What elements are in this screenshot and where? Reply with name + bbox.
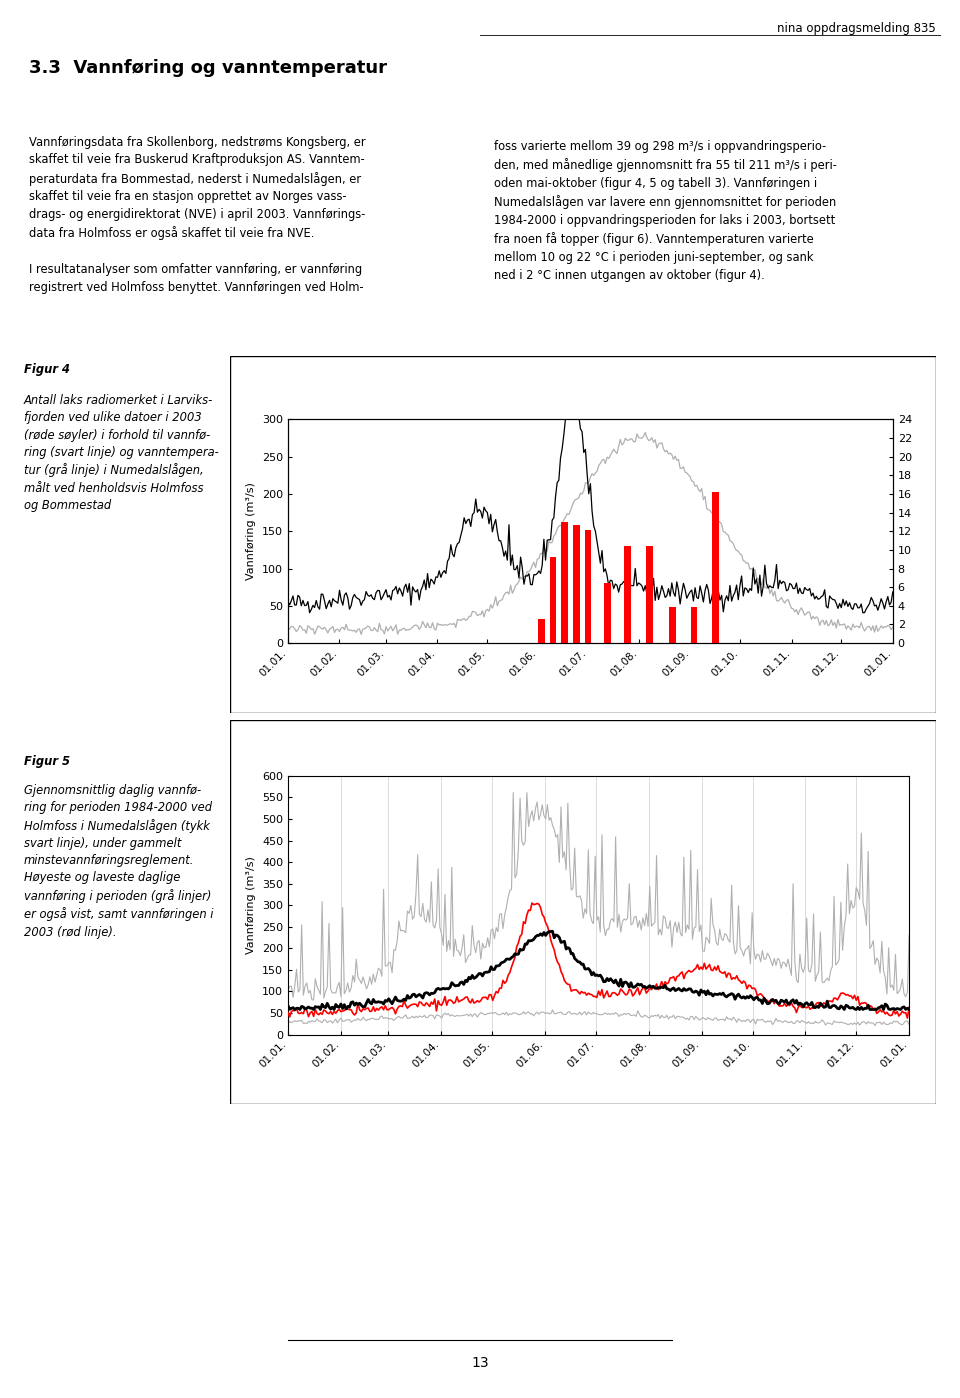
Text: Antall laks radiomerket i Larviks-
fjorden ved ulike datoer i 2003
(røde søyler): Antall laks radiomerket i Larviks- fjord… [24, 394, 219, 512]
Bar [646, 547, 653, 643]
Bar [562, 523, 568, 643]
Bar [690, 607, 697, 643]
Bar [550, 558, 557, 643]
Y-axis label: Vannføring (m³/s): Vannføring (m³/s) [247, 856, 256, 955]
Text: foss varierte mellom 39 og 298 m³/s i oppvandringsperio-
den, med månedlige gjen: foss varierte mellom 39 og 298 m³/s i op… [494, 140, 837, 282]
Bar [605, 583, 612, 643]
Bar [539, 619, 545, 643]
Text: Vannføringsdata fra Skollenborg, nedstrøms Kongsberg, er
skaffet til veie fra Bu: Vannføringsdata fra Skollenborg, nedstrø… [29, 136, 366, 294]
Text: Figur 4: Figur 4 [24, 363, 70, 376]
Text: Figur 5: Figur 5 [24, 755, 70, 768]
Bar [585, 530, 591, 643]
Bar [712, 492, 719, 643]
Y-axis label: Vannføring (m³/s): Vannføring (m³/s) [247, 482, 256, 580]
Text: Gjennomsnittlig daglig vannfø-
ring for perioden 1984-2000 ved
Holmfoss i Numeda: Gjennomsnittlig daglig vannfø- ring for … [24, 784, 213, 938]
Text: nina oppdragsmelding 835: nina oppdragsmelding 835 [778, 22, 936, 35]
Bar [624, 547, 631, 643]
Bar [573, 526, 580, 643]
Text: 3.3  Vannføring og vanntemperatur: 3.3 Vannføring og vanntemperatur [29, 59, 387, 77]
Bar [669, 607, 676, 643]
Text: 13: 13 [471, 1356, 489, 1370]
